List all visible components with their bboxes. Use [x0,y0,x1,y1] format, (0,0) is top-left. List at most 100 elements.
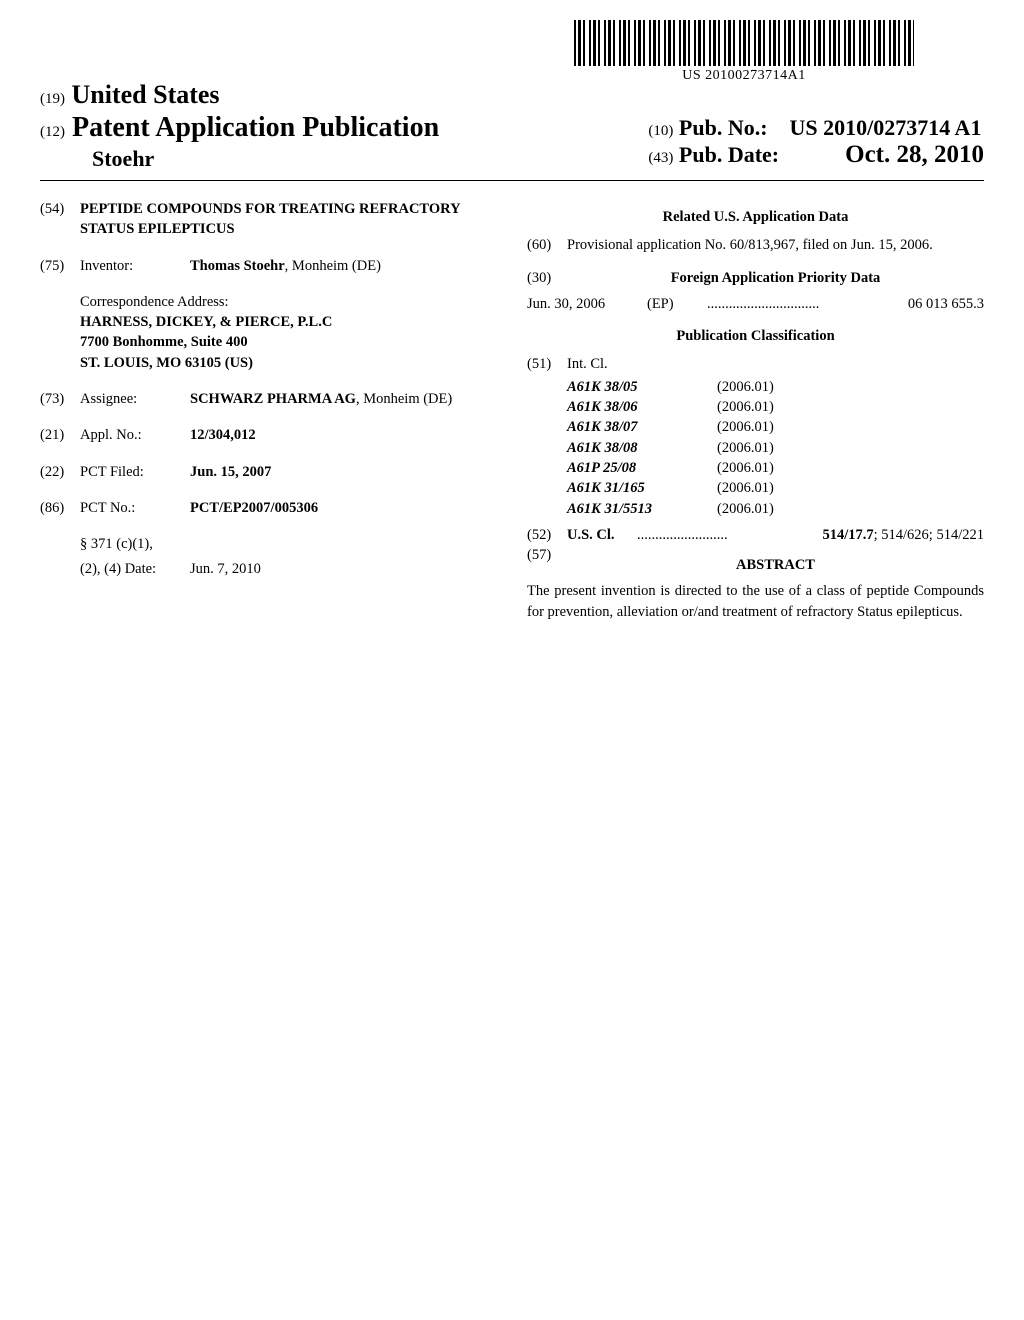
divider-line [40,180,984,181]
field-num-60: (60) [527,235,567,255]
author-name: Stoehr [40,146,439,172]
intcl-code: A61K 31/5513 [567,499,717,519]
s371-label: § 371 (c)(1), [80,534,190,554]
country-line: (19) United States [40,80,439,110]
related-app-field: (60) Provisional application No. 60/813,… [527,235,984,255]
assignee-field: (73) Assignee: SCHWARZ PHARMA AG, Monhei… [40,389,497,409]
intcl-code: A61K 31/165 [567,478,717,498]
inventor-value: Thomas Stoehr, Monheim (DE) [190,256,497,276]
doc-type-line: (12) Patent Application Publication [40,112,439,144]
field-num-10: (10) [648,123,673,139]
intcl-code: A61P 25/08 [567,458,717,478]
uscl-label: U.S. Cl. [567,525,637,545]
patent-title: PEPTIDE COMPOUNDS FOR TREATING REFRACTOR… [80,199,497,240]
appl-no-value: 12/304,012 [190,425,497,445]
field-num-52: (52) [527,525,567,545]
uscl-dots: ......................... [637,525,822,545]
header-right: (10) Pub. No.: US 2010/0273714 A1 (43) P… [648,115,984,169]
pct-filed-field: (22) PCT Filed: Jun. 15, 2007 [40,462,497,482]
pct-filed-label: PCT Filed: [80,462,190,482]
barcode-graphic [574,20,914,66]
s371-date-label: (2), (4) Date: [80,559,190,579]
inventor-field: (75) Inventor: Thomas Stoehr, Monheim (D… [40,256,497,276]
field-num-22: (22) [40,462,80,482]
field-num-43: (43) [648,150,673,166]
foreign-heading: Foreign Application Priority Data [567,268,984,288]
inventor-label: Inventor: [80,256,190,276]
field-num-30: (30) [527,268,567,288]
assignee-company: SCHWARZ PHARMA AG [190,391,356,407]
header: (19) United States (12) Patent Applicati… [40,80,984,172]
pub-date-value: Oct. 28, 2010 [845,141,984,168]
foreign-app-num: 06 013 655.3 [908,294,984,314]
abstract-text: The present invention is directed to the… [527,581,984,622]
doc-type: Patent Application Publication [72,112,439,143]
intcl-label: Int. Cl. [567,354,608,374]
s371-line1: § 371 (c)(1), [80,534,497,554]
foreign-country: (EP) [647,294,707,314]
uscl-rest: ; 514/626; 514/221 [874,527,984,543]
intcl-year: (2006.01) [717,478,774,498]
intcl-code: A61K 38/05 [567,377,717,397]
intcl-row: A61K 31/165 (2006.01) [567,478,984,498]
correspondence-label: Correspondence Address: [80,292,497,312]
title-field: (54) PEPTIDE COMPOUNDS FOR TREATING REFR… [40,199,497,240]
field-num-54: (54) [40,199,80,240]
intcl-row: A61P 25/08 (2006.01) [567,458,984,478]
foreign-date: Jun. 30, 2006 [527,294,647,314]
field-num-21: (21) [40,425,80,445]
country-name: United States [72,80,220,109]
inventor-location: , Monheim (DE) [285,258,381,274]
inventor-name: Thomas Stoehr [190,258,285,274]
foreign-dots: ............................... [707,294,908,314]
intcl-year: (2006.01) [717,377,774,397]
intcl-row: A61K 38/08 (2006.01) [567,438,984,458]
pct-no-label: PCT No.: [80,498,190,518]
field-num-75: (75) [40,256,80,276]
intcl-row: A61K 38/07 (2006.01) [567,417,984,437]
appl-no-field: (21) Appl. No.: 12/304,012 [40,425,497,445]
pct-no-field: (86) PCT No.: PCT/EP2007/005306 [40,498,497,518]
uscl-values: 514/17.7; 514/626; 514/221 [822,525,984,545]
intcl-row: A61K 38/06 (2006.01) [567,397,984,417]
abstract-heading-row: (57) ABSTRACT [527,545,984,581]
field-num-73: (73) [40,389,80,409]
field-num-86: (86) [40,498,80,518]
intcl-year: (2006.01) [717,417,774,437]
right-column: Related U.S. Application Data (60) Provi… [527,199,984,622]
foreign-priority-row: Jun. 30, 2006 (EP) .....................… [527,294,984,314]
header-left: (19) United States (12) Patent Applicati… [40,80,439,172]
pct-filed-value: Jun. 15, 2007 [190,462,497,482]
assignee-value: SCHWARZ PHARMA AG, Monheim (DE) [190,389,497,409]
correspondence-line-2: ST. LOUIS, MO 63105 (US) [80,353,497,373]
uscl-first: 514/17.7 [822,527,873,543]
pub-no-value: US 2010/0273714 A1 [790,115,982,140]
correspondence-line-0: HARNESS, DICKEY, & PIERCE, P.L.C [80,312,497,332]
s371-date-value: Jun. 7, 2010 [190,559,261,579]
foreign-heading-row: (30) Foreign Application Priority Data [527,268,984,288]
uscl-field: (52) U.S. Cl. ......................... … [527,525,984,545]
appl-no-label: Appl. No.: [80,425,190,445]
intcl-code: A61K 38/08 [567,438,717,458]
assignee-location: , Monheim (DE) [356,391,452,407]
field-num-19: (19) [40,91,65,107]
s371-line2: (2), (4) Date: Jun. 7, 2010 [80,559,497,579]
related-heading: Related U.S. Application Data [527,207,984,227]
related-app-text: Provisional application No. 60/813,967, … [567,235,984,255]
intcl-code: A61K 38/06 [567,397,717,417]
intcl-list: A61K 38/05 (2006.01) A61K 38/06 (2006.01… [567,377,984,519]
pub-date-label: Pub. Date: [679,142,779,167]
intcl-row: A61K 38/05 (2006.01) [567,377,984,397]
intcl-row: A61K 31/5513 (2006.01) [567,499,984,519]
field-num-57: (57) [527,545,567,581]
intcl-year: (2006.01) [717,499,774,519]
pubclass-heading: Publication Classification [527,326,984,346]
pub-no-label: Pub. No.: [679,115,768,140]
intcl-year: (2006.01) [717,438,774,458]
correspondence-line-1: 7700 Bonhomme, Suite 400 [80,332,497,352]
barcode-section: US 20100273714A1 [574,20,914,84]
intcl-field: (51) Int. Cl. [527,354,984,374]
intcl-year: (2006.01) [717,397,774,417]
pub-date-line: (43) Pub. Date: Oct. 28, 2010 [648,141,984,169]
correspondence-block: Correspondence Address: HARNESS, DICKEY,… [80,292,497,373]
